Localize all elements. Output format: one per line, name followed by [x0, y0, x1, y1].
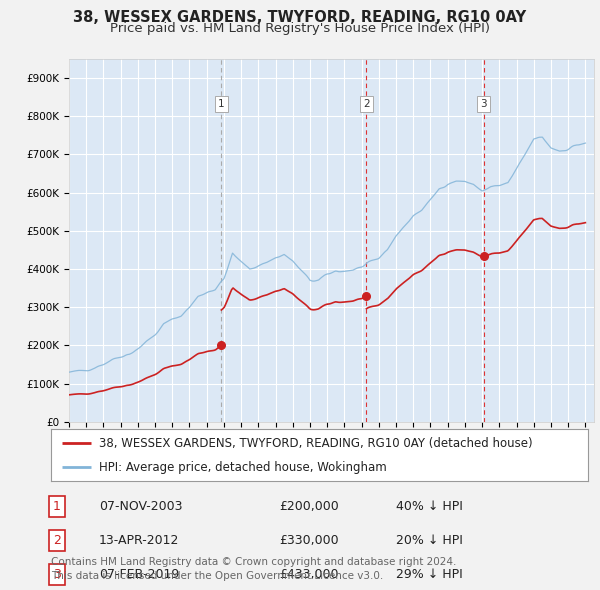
- Text: 2: 2: [363, 99, 370, 109]
- Text: £330,000: £330,000: [279, 534, 338, 547]
- Text: Price paid vs. HM Land Registry's House Price Index (HPI): Price paid vs. HM Land Registry's House …: [110, 22, 490, 35]
- Text: 1: 1: [218, 99, 224, 109]
- Text: 07-NOV-2003: 07-NOV-2003: [99, 500, 182, 513]
- Text: Contains HM Land Registry data © Crown copyright and database right 2024.
This d: Contains HM Land Registry data © Crown c…: [51, 558, 457, 581]
- Text: HPI: Average price, detached house, Wokingham: HPI: Average price, detached house, Woki…: [100, 461, 387, 474]
- Text: 38, WESSEX GARDENS, TWYFORD, READING, RG10 0AY: 38, WESSEX GARDENS, TWYFORD, READING, RG…: [73, 10, 527, 25]
- Text: 13-APR-2012: 13-APR-2012: [99, 534, 179, 547]
- Text: £200,000: £200,000: [279, 500, 339, 513]
- Text: 20% ↓ HPI: 20% ↓ HPI: [396, 534, 463, 547]
- Text: 38, WESSEX GARDENS, TWYFORD, READING, RG10 0AY (detached house): 38, WESSEX GARDENS, TWYFORD, READING, RG…: [100, 437, 533, 450]
- Text: £433,000: £433,000: [279, 568, 338, 581]
- Text: 07-FEB-2019: 07-FEB-2019: [99, 568, 179, 581]
- Text: 3: 3: [53, 568, 61, 581]
- Text: 29% ↓ HPI: 29% ↓ HPI: [396, 568, 463, 581]
- Text: 3: 3: [481, 99, 487, 109]
- Text: 2: 2: [53, 534, 61, 547]
- Text: 40% ↓ HPI: 40% ↓ HPI: [396, 500, 463, 513]
- Text: 1: 1: [53, 500, 61, 513]
